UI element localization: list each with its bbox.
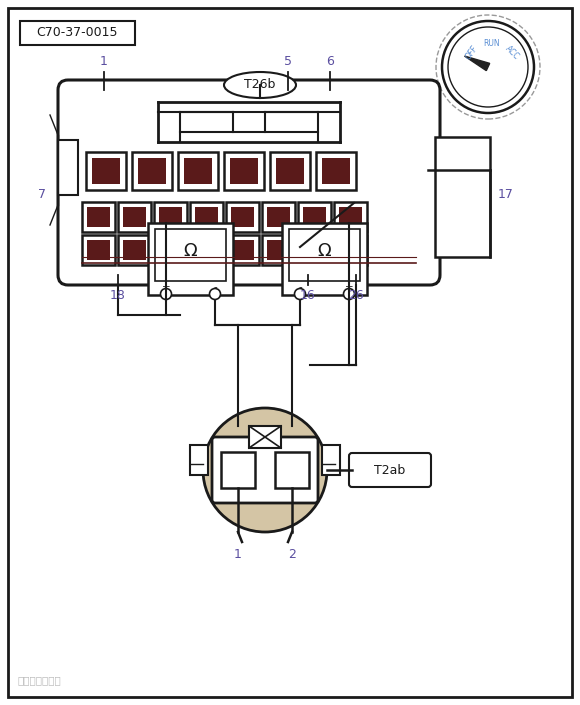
FancyBboxPatch shape xyxy=(87,207,110,227)
FancyBboxPatch shape xyxy=(184,158,212,184)
FancyBboxPatch shape xyxy=(289,229,360,281)
FancyBboxPatch shape xyxy=(178,152,218,190)
FancyBboxPatch shape xyxy=(159,240,182,260)
Text: 1: 1 xyxy=(234,548,242,561)
Circle shape xyxy=(436,15,540,119)
Circle shape xyxy=(203,408,327,532)
FancyBboxPatch shape xyxy=(334,202,367,232)
FancyBboxPatch shape xyxy=(87,240,110,260)
FancyBboxPatch shape xyxy=(282,223,367,295)
FancyBboxPatch shape xyxy=(58,80,440,285)
Text: 汽车维修技术网: 汽车维修技术网 xyxy=(18,675,61,685)
Text: RUN: RUN xyxy=(484,39,501,47)
FancyBboxPatch shape xyxy=(298,235,331,265)
FancyBboxPatch shape xyxy=(195,207,218,227)
Text: 2: 2 xyxy=(288,548,296,561)
Circle shape xyxy=(343,288,354,300)
FancyBboxPatch shape xyxy=(118,235,151,265)
FancyBboxPatch shape xyxy=(195,240,222,260)
FancyBboxPatch shape xyxy=(298,202,331,232)
FancyBboxPatch shape xyxy=(190,202,223,232)
FancyBboxPatch shape xyxy=(226,235,259,265)
FancyBboxPatch shape xyxy=(86,152,126,190)
Circle shape xyxy=(161,288,172,300)
FancyBboxPatch shape xyxy=(339,240,362,260)
FancyBboxPatch shape xyxy=(249,426,281,448)
FancyBboxPatch shape xyxy=(435,137,490,257)
Text: 6: 6 xyxy=(326,55,334,68)
FancyBboxPatch shape xyxy=(159,207,182,227)
FancyBboxPatch shape xyxy=(226,202,259,232)
FancyBboxPatch shape xyxy=(303,207,326,227)
FancyBboxPatch shape xyxy=(132,152,172,190)
FancyBboxPatch shape xyxy=(262,202,295,232)
Text: 16: 16 xyxy=(300,289,316,302)
FancyBboxPatch shape xyxy=(138,158,166,184)
Text: -: - xyxy=(298,282,302,292)
Ellipse shape xyxy=(224,72,296,98)
Text: -: - xyxy=(213,282,217,292)
FancyBboxPatch shape xyxy=(231,207,254,227)
FancyBboxPatch shape xyxy=(190,445,208,475)
Text: 18: 18 xyxy=(110,289,126,302)
Polygon shape xyxy=(465,56,490,70)
FancyBboxPatch shape xyxy=(148,223,233,295)
Circle shape xyxy=(448,27,528,107)
Circle shape xyxy=(295,288,306,300)
Text: +: + xyxy=(162,282,171,292)
FancyBboxPatch shape xyxy=(20,21,135,45)
FancyBboxPatch shape xyxy=(334,235,367,265)
Text: 1: 1 xyxy=(100,55,108,68)
FancyBboxPatch shape xyxy=(262,235,295,265)
FancyBboxPatch shape xyxy=(221,452,255,488)
Text: 17: 17 xyxy=(498,188,514,202)
FancyBboxPatch shape xyxy=(270,152,310,190)
Text: Ω: Ω xyxy=(183,242,197,260)
FancyBboxPatch shape xyxy=(303,240,326,260)
FancyBboxPatch shape xyxy=(8,8,572,697)
Text: OFF: OFF xyxy=(464,44,480,61)
FancyBboxPatch shape xyxy=(154,235,187,265)
Text: T2ab: T2ab xyxy=(374,463,405,477)
FancyBboxPatch shape xyxy=(155,229,226,281)
Text: C70-37-0015: C70-37-0015 xyxy=(36,27,118,39)
FancyBboxPatch shape xyxy=(267,207,290,227)
FancyBboxPatch shape xyxy=(316,152,356,190)
FancyBboxPatch shape xyxy=(231,240,254,260)
FancyBboxPatch shape xyxy=(275,452,309,488)
FancyBboxPatch shape xyxy=(322,158,350,184)
FancyBboxPatch shape xyxy=(154,202,187,232)
Text: +: + xyxy=(345,282,353,292)
FancyBboxPatch shape xyxy=(58,140,78,195)
Text: 7: 7 xyxy=(38,188,46,202)
FancyBboxPatch shape xyxy=(224,152,264,190)
FancyBboxPatch shape xyxy=(118,202,151,232)
FancyBboxPatch shape xyxy=(212,437,318,503)
FancyBboxPatch shape xyxy=(190,235,227,265)
FancyBboxPatch shape xyxy=(92,158,120,184)
FancyBboxPatch shape xyxy=(339,207,362,227)
Circle shape xyxy=(209,288,220,300)
FancyBboxPatch shape xyxy=(82,235,115,265)
Text: Ω: Ω xyxy=(317,242,331,260)
FancyBboxPatch shape xyxy=(123,240,146,260)
FancyBboxPatch shape xyxy=(123,207,146,227)
FancyBboxPatch shape xyxy=(267,240,290,260)
FancyBboxPatch shape xyxy=(82,202,115,232)
Text: 26: 26 xyxy=(348,289,364,302)
FancyBboxPatch shape xyxy=(276,158,304,184)
Text: T26b: T26b xyxy=(244,78,276,92)
FancyBboxPatch shape xyxy=(230,158,258,184)
Text: ACC: ACC xyxy=(503,44,521,62)
FancyBboxPatch shape xyxy=(322,445,340,475)
Text: 5: 5 xyxy=(284,55,292,68)
FancyBboxPatch shape xyxy=(349,453,431,487)
Circle shape xyxy=(442,21,534,113)
